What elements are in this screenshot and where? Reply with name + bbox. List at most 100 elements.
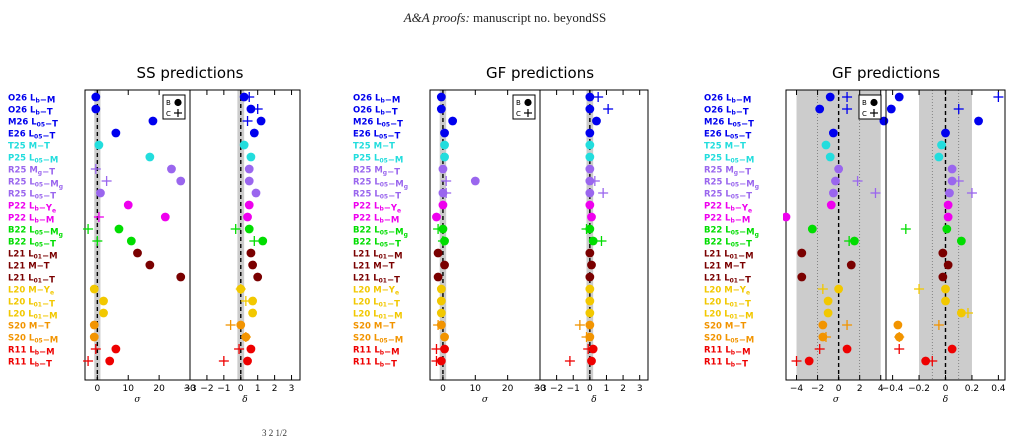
row-label-part: L20 L [8,310,34,320]
row-label-part: L21 L [8,274,34,284]
row-label-sub: 05 [380,194,388,201]
row-label-part: M26 L [704,118,733,128]
row-label: S20 M−T [704,322,746,332]
row-label-part: E26 L [704,130,731,140]
point-b [246,344,256,354]
row-label-sub: 05 [34,134,42,141]
row-label-part: −M [739,228,755,238]
point-b [160,212,170,222]
point-b [126,236,136,246]
point-b [440,344,449,354]
row-label-part: −T [738,168,751,178]
point-b [585,296,595,306]
row-label-part: S20 M−T [704,322,746,332]
data-marks [431,92,480,366]
point-b [826,200,836,210]
tick-label: 10 [123,384,135,394]
point-b [921,356,931,366]
point-b [956,308,966,318]
row-label-part: R25 L [8,178,35,188]
row-label-part: L20 L [353,298,379,308]
row-label-sub: 05 [730,134,738,141]
row-label-sub: 01 [730,254,738,261]
point-b [99,296,108,306]
row-label: S20 M−T [353,322,395,332]
row-label-sub: g [755,232,759,239]
row-label-part: O26 L [704,106,732,116]
point-b [834,284,844,294]
tick-label: −0.4 [882,384,904,394]
row-label: L20 L01−T [8,298,55,310]
row-label: S20 M−T [8,322,50,332]
row-label-sub: b [34,218,39,225]
point-b [111,344,121,354]
row-label-part: −T [390,120,403,130]
legend-c-label: C [516,110,521,118]
point-b [440,140,449,150]
row-label: R25 L05−T [353,190,401,202]
point-b [974,116,983,126]
row-label: R11 Lb−T [8,358,52,370]
tick-label: 2 [620,384,626,394]
row-label-part: R25 L [353,178,380,188]
point-b [956,236,966,246]
row-label-part: T25 M−T [353,142,395,152]
subpanel-delta: −3 −2 −1 0 1 2 3 δ BC [512,89,649,405]
tick-label: 1 [255,384,261,394]
point-b [448,116,458,126]
point-b [176,272,186,282]
row-label: T25 M−T [353,142,395,152]
row-label: B22 L05−Mg [353,226,408,239]
point-b [588,236,598,246]
row-label-part: −T [739,240,752,250]
tick-label: 20 [502,384,514,394]
row-label-sub: 01 [34,254,42,261]
row-label-sub: 01 [730,302,738,309]
point-b [244,200,254,210]
header-manuscript: manuscript no. beyondSS [469,10,607,25]
row-label-part: −M [40,96,56,106]
row-label-part: L21 L [353,250,379,260]
row-label: L20 M−Ye [353,286,399,297]
row-label: R25 L05−Mg [353,178,408,191]
data-marks [886,92,1004,366]
row-label: R25 Mg−T [353,166,400,178]
tick-label: −3 [183,384,196,394]
row-label-sub: 05 [730,338,738,345]
row-label-part: −M [388,180,404,190]
tick-label: −1 [567,384,580,394]
point-b [585,128,595,138]
row-label: B22 L05−Mg [8,226,63,239]
row-label-sub: b [731,362,736,369]
tick-label: 0.2 [965,384,979,394]
row-label: S20 L05−M [353,334,403,346]
point-b [248,308,258,318]
point-b [825,152,835,162]
row-label-part: B22 L [704,226,731,236]
point-b [943,260,953,270]
row-label-part: L21 L [8,250,34,260]
point-b [585,92,595,102]
row-label-part: −M [43,156,59,166]
tick-label: 4 [878,384,884,394]
point-b [587,212,596,222]
row-label-part: −T [388,240,401,250]
row-label: L21 L01−M [8,250,58,262]
axes-frame [189,89,301,381]
row-label-part: E26 L [353,130,380,140]
row-label-sub: 05 [37,122,45,129]
point-b [239,92,249,102]
row-label-part: T25 M−T [8,142,50,152]
uncertainty-band [586,90,594,380]
row-label-sub: 05 [379,158,387,165]
axis-label: σ [482,395,489,405]
row-label-sub: b [379,218,384,225]
row-label-part: B22 L [704,238,731,248]
point-b [89,284,99,294]
point-b [947,344,957,354]
row-label-part: −M [388,336,404,346]
point-b [823,296,833,306]
row-label: P25 L05−M [704,154,754,166]
row-label-sub: b [730,206,735,213]
row-label-sub: 05 [380,230,388,237]
